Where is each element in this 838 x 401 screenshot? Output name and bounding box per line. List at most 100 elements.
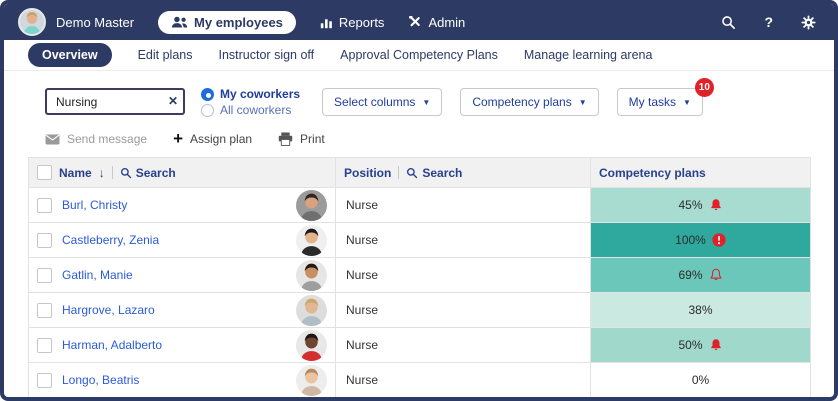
radio-dot	[201, 88, 214, 101]
employee-search: ✕	[45, 88, 185, 115]
chevron-down-icon: ▼	[683, 98, 691, 107]
dropdown-label: Competency plans	[472, 95, 571, 109]
competency-percent: 50%	[678, 338, 702, 352]
select-all-checkbox[interactable]	[37, 165, 52, 180]
alert-circle-icon	[712, 233, 726, 247]
employee-photo	[296, 190, 327, 221]
chevron-down-icon: ▼	[422, 98, 430, 107]
employee-name-link[interactable]: Gatlin, Manie	[62, 268, 133, 282]
competency-plan-cell[interactable]: 69%	[591, 258, 811, 293]
employee-name-link[interactable]: Castleberry, Zenia	[62, 233, 159, 247]
tab-edit-plans[interactable]: Edit plans	[138, 48, 193, 62]
search-label: Search	[136, 166, 176, 180]
employee-photo	[296, 365, 327, 396]
radio-all-coworkers[interactable]: All coworkers	[201, 103, 300, 117]
filter-row: ✕ My coworkers All coworkers Select colu…	[4, 71, 834, 117]
nav-admin[interactable]: Admin	[408, 15, 465, 30]
competency-percent: 38%	[688, 303, 712, 317]
row-checkbox[interactable]	[37, 338, 52, 353]
table-row: Hargrove, Lazaro Nurse 38%	[29, 293, 811, 328]
radio-my-coworkers[interactable]: My coworkers	[201, 87, 300, 101]
name-cell: Burl, Christy	[29, 188, 336, 223]
nav-reports[interactable]: Reports	[320, 15, 385, 30]
row-checkbox[interactable]	[37, 373, 52, 388]
name-cell: Longo, Beatris	[29, 363, 336, 398]
employee-name-link[interactable]: Longo, Beatris	[62, 373, 139, 387]
row-checkbox[interactable]	[37, 268, 52, 283]
table-row: Harman, AdalbertoNurse50%	[29, 328, 811, 363]
column-header-position: Position Search	[336, 158, 591, 188]
competency-plan-cell[interactable]: 45%	[591, 188, 811, 223]
plus-icon: +	[173, 132, 183, 146]
divider	[398, 166, 399, 179]
radio-dot	[201, 104, 214, 117]
user-avatar[interactable]	[18, 8, 46, 36]
competency-plan-cell[interactable]: 50%	[591, 328, 811, 363]
alarm-bell-icon	[709, 198, 723, 212]
search-input[interactable]	[45, 88, 185, 115]
top-bar: Demo Master My employees Reports	[4, 4, 834, 40]
employee-name-link[interactable]: Hargrove, Lazaro	[62, 303, 155, 317]
row-checkbox[interactable]	[37, 198, 52, 213]
tools-icon	[408, 15, 422, 29]
name-column-search[interactable]: Search	[120, 166, 176, 180]
name-cell: Gatlin, Manie	[29, 258, 336, 293]
action-label: Print	[300, 132, 325, 146]
tab-overview[interactable]: Overview	[28, 43, 112, 67]
column-label[interactable]: Name	[59, 166, 92, 180]
position-column-search[interactable]: Search	[406, 166, 462, 180]
nav-label: My employees	[194, 15, 283, 30]
my-tasks-dropdown[interactable]: My tasks ▼	[617, 88, 703, 116]
employee-name-link[interactable]: Harman, Adalberto	[62, 338, 162, 352]
employee-avatar	[296, 295, 327, 326]
search-icon[interactable]	[721, 15, 736, 30]
top-nav: My employees Reports Admin	[158, 11, 465, 34]
employee-photo	[296, 225, 327, 256]
row-checkbox[interactable]	[37, 303, 52, 318]
clear-search-icon[interactable]: ✕	[168, 93, 178, 109]
search-icon	[406, 167, 418, 179]
employees-table: Name ↓ Search Posit	[28, 157, 811, 398]
user-name: Demo Master	[56, 15, 134, 30]
competency-plan-cell[interactable]: 38%	[591, 293, 811, 328]
employee-name-link[interactable]: Burl, Christy	[62, 198, 127, 212]
search-label: Search	[422, 166, 462, 180]
people-icon	[171, 16, 188, 28]
name-cell: Castleberry, Zenia	[29, 223, 336, 258]
table-row: Castleberry, ZeniaNurse100%	[29, 223, 811, 258]
employee-avatar	[296, 190, 327, 221]
position-cell: Nurse	[336, 293, 591, 328]
tab-instructor-sign-off[interactable]: Instructor sign off	[219, 48, 315, 62]
competency-percent: 45%	[678, 198, 702, 212]
row-checkbox[interactable]	[37, 233, 52, 248]
send-message-button[interactable]: Send message	[45, 132, 147, 146]
print-button[interactable]: Print	[278, 132, 325, 146]
competency-percent: 69%	[678, 268, 702, 282]
competency-percent: 0%	[692, 373, 709, 387]
position-cell: Nurse	[336, 188, 591, 223]
column-header-name: Name ↓ Search	[29, 158, 336, 188]
employee-photo	[296, 295, 327, 326]
employee-photo	[296, 260, 327, 291]
assign-plan-button[interactable]: + Assign plan	[173, 132, 252, 146]
column-label[interactable]: Position	[344, 166, 391, 180]
name-cell: Hargrove, Lazaro	[29, 293, 336, 328]
nav-my-employees[interactable]: My employees	[158, 11, 296, 34]
column-label[interactable]: Competency plans	[599, 166, 706, 180]
employee-avatar	[296, 365, 327, 396]
settings-gear-icon[interactable]	[801, 15, 816, 30]
tab-manage-learning-arena[interactable]: Manage learning arena	[524, 48, 653, 62]
sort-descending-icon[interactable]: ↓	[99, 166, 105, 180]
competency-plans-dropdown[interactable]: Competency plans ▼	[460, 88, 598, 116]
competency-plan-cell[interactable]: 100%	[591, 223, 811, 258]
competency-plan-cell[interactable]: 0%	[591, 363, 811, 398]
app-window: Demo Master My employees Reports	[0, 0, 838, 401]
table-row: Burl, Christy Nurse 45%	[29, 188, 811, 223]
employee-photo	[296, 330, 327, 361]
divider	[112, 166, 113, 179]
select-columns-dropdown[interactable]: Select columns ▼	[322, 88, 442, 116]
nav-label: Admin	[428, 15, 465, 30]
help-icon[interactable]: ?	[764, 14, 773, 30]
filter-dropdowns: Select columns ▼ Competency plans ▼ My t…	[322, 88, 703, 116]
tab-approval-competency-plans[interactable]: Approval Competency Plans	[340, 48, 498, 62]
